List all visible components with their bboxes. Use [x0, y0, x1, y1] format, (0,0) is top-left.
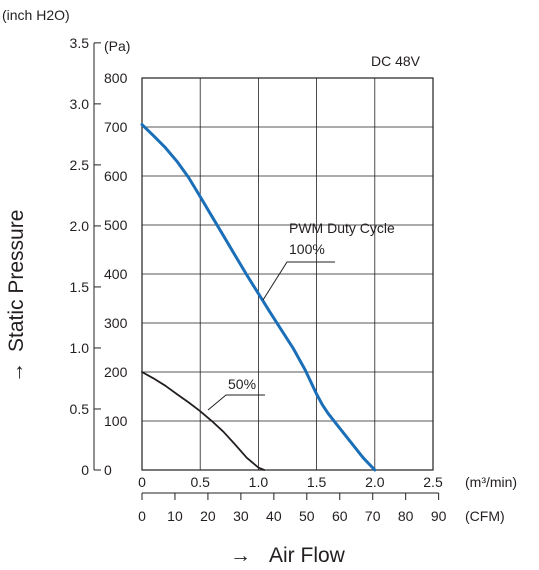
series-lines	[140, 123, 377, 472]
grid-lines	[141, 77, 434, 471]
x-m3-tick-label: 2.0	[365, 474, 385, 490]
duty-50-label: 50%	[228, 376, 256, 392]
x-cfm-tick-label: 70	[365, 508, 381, 524]
x-m3-tick-label: 1.0	[249, 474, 269, 490]
x-cfm-tick-label: 40	[266, 508, 282, 524]
duty-100-label: 100%	[289, 241, 325, 257]
duty-100-leader	[262, 261, 335, 301]
x-m3-unit: (m³/min)	[465, 474, 517, 490]
y-inch-tick-label: 3.0	[70, 96, 90, 112]
duty-cycle-label: PWM Duty Cycle	[289, 220, 395, 236]
x-cfm-tick-label: 0	[138, 508, 146, 524]
x-cfm-tick-label: 60	[332, 508, 348, 524]
y-pa-tick-label: 400	[104, 266, 128, 282]
y-pa-tick-label: 500	[104, 217, 128, 233]
x-cfm-tick-label: 30	[233, 508, 249, 524]
voltage-label: DC 48V	[371, 53, 421, 69]
y-inch-tick-label: 1.0	[70, 340, 90, 356]
y-inch-tick-label: 0	[81, 462, 89, 478]
y-inch-tick-label: 1.5	[70, 279, 90, 295]
y-axis-title: → Static Pressure	[5, 210, 28, 383]
y-axis-title-arrow: →	[5, 362, 28, 383]
x-cfm-tick-label: 20	[200, 508, 216, 524]
x-m3-tick-label: 1.5	[307, 474, 327, 490]
x-axis-title-text: Air Flow	[269, 544, 346, 567]
x-cfm-tick-label: 90	[431, 508, 447, 524]
y-pa-tick-label: 700	[104, 119, 128, 135]
duty-50-leader	[207, 394, 265, 411]
x-axis-m3-ticks: 0 0.5 1.0 1.5 2.0 2.5	[138, 474, 443, 490]
y-axis-inch-ticks: 0 0.5 1.0 1.5 2.0 2.5 3.0 3.5	[70, 35, 101, 478]
y-pa-tick-label: 0	[104, 462, 112, 478]
series-line-50-percent	[141, 371, 266, 471]
y-inch-tick-label: 0.5	[70, 401, 90, 417]
x-cfm-unit: (CFM)	[465, 508, 505, 524]
y-pa-tick-label: 300	[104, 315, 128, 331]
x-cfm-tick-label: 80	[398, 508, 414, 524]
y-axis-title-text: Static Pressure	[5, 210, 28, 352]
x-m3-tick-label: 0.5	[190, 474, 210, 490]
x-cfm-tick-label: 50	[299, 508, 315, 524]
x-m3-tick-label: 0	[138, 474, 146, 490]
x-cfm-tick-label: 10	[167, 508, 183, 524]
x-m3-tick-label: 2.5	[423, 474, 443, 490]
series-line-100-percent	[140, 123, 377, 472]
y-pa-tick-label: 200	[104, 364, 128, 380]
y-inch-tick-label: 3.5	[70, 35, 90, 51]
y-pa-tick-label: 100	[104, 413, 128, 429]
y-inch-tick-label: 2.0	[70, 218, 90, 234]
axes	[93, 42, 439, 494]
x-axis-cfm-ticks: 0 10 20 30 40 50 60 70 80 90	[138, 493, 447, 524]
y-pa-tick-label: 800	[104, 70, 128, 86]
y-inch-tick-label: 2.5	[70, 157, 90, 173]
y-axis-pa-ticks: 0 100 200 300 400 500 600 700 800	[104, 70, 128, 478]
y-pa-unit: (Pa)	[104, 38, 130, 54]
x-axis-title-arrow: →	[230, 544, 251, 567]
y-pa-tick-label: 600	[104, 168, 128, 184]
y-inch-unit: (inch H2O)	[2, 7, 70, 23]
